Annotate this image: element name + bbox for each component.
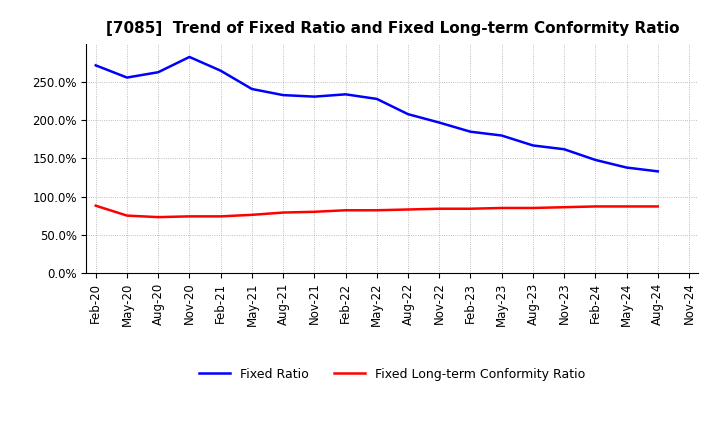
Fixed Long-term Conformity Ratio <box>248 212 256 217</box>
Fixed Long-term Conformity Ratio <box>341 208 350 213</box>
Fixed Long-term Conformity Ratio <box>466 206 474 211</box>
Fixed Ratio <box>466 129 474 134</box>
Fixed Ratio <box>122 75 131 80</box>
Fixed Long-term Conformity Ratio <box>654 204 662 209</box>
Fixed Ratio <box>216 68 225 73</box>
Fixed Long-term Conformity Ratio <box>591 204 600 209</box>
Fixed Ratio <box>310 94 319 99</box>
Fixed Long-term Conformity Ratio <box>279 210 287 215</box>
Title: [7085]  Trend of Fixed Ratio and Fixed Long-term Conformity Ratio: [7085] Trend of Fixed Ratio and Fixed Lo… <box>106 21 679 36</box>
Fixed Long-term Conformity Ratio <box>372 208 381 213</box>
Fixed Long-term Conformity Ratio <box>185 214 194 219</box>
Fixed Ratio <box>279 92 287 98</box>
Line: Fixed Long-term Conformity Ratio: Fixed Long-term Conformity Ratio <box>96 205 658 217</box>
Fixed Long-term Conformity Ratio <box>622 204 631 209</box>
Fixed Long-term Conformity Ratio <box>216 214 225 219</box>
Fixed Long-term Conformity Ratio <box>435 206 444 211</box>
Fixed Ratio <box>185 54 194 59</box>
Fixed Ratio <box>622 165 631 170</box>
Fixed Ratio <box>372 96 381 102</box>
Fixed Long-term Conformity Ratio <box>560 205 569 210</box>
Legend: Fixed Ratio, Fixed Long-term Conformity Ratio: Fixed Ratio, Fixed Long-term Conformity … <box>194 363 590 385</box>
Fixed Ratio <box>591 157 600 162</box>
Fixed Ratio <box>528 143 537 148</box>
Fixed Ratio <box>560 147 569 152</box>
Fixed Ratio <box>404 111 413 117</box>
Fixed Ratio <box>654 169 662 174</box>
Line: Fixed Ratio: Fixed Ratio <box>96 57 658 171</box>
Fixed Ratio <box>341 92 350 97</box>
Fixed Ratio <box>248 86 256 92</box>
Fixed Ratio <box>498 133 506 138</box>
Fixed Long-term Conformity Ratio <box>310 209 319 214</box>
Fixed Long-term Conformity Ratio <box>122 213 131 218</box>
Fixed Long-term Conformity Ratio <box>528 205 537 211</box>
Fixed Long-term Conformity Ratio <box>154 214 163 220</box>
Fixed Ratio <box>435 120 444 125</box>
Fixed Long-term Conformity Ratio <box>91 203 100 208</box>
Fixed Ratio <box>154 70 163 75</box>
Fixed Long-term Conformity Ratio <box>404 207 413 212</box>
Fixed Long-term Conformity Ratio <box>498 205 506 211</box>
Fixed Ratio <box>91 63 100 68</box>
